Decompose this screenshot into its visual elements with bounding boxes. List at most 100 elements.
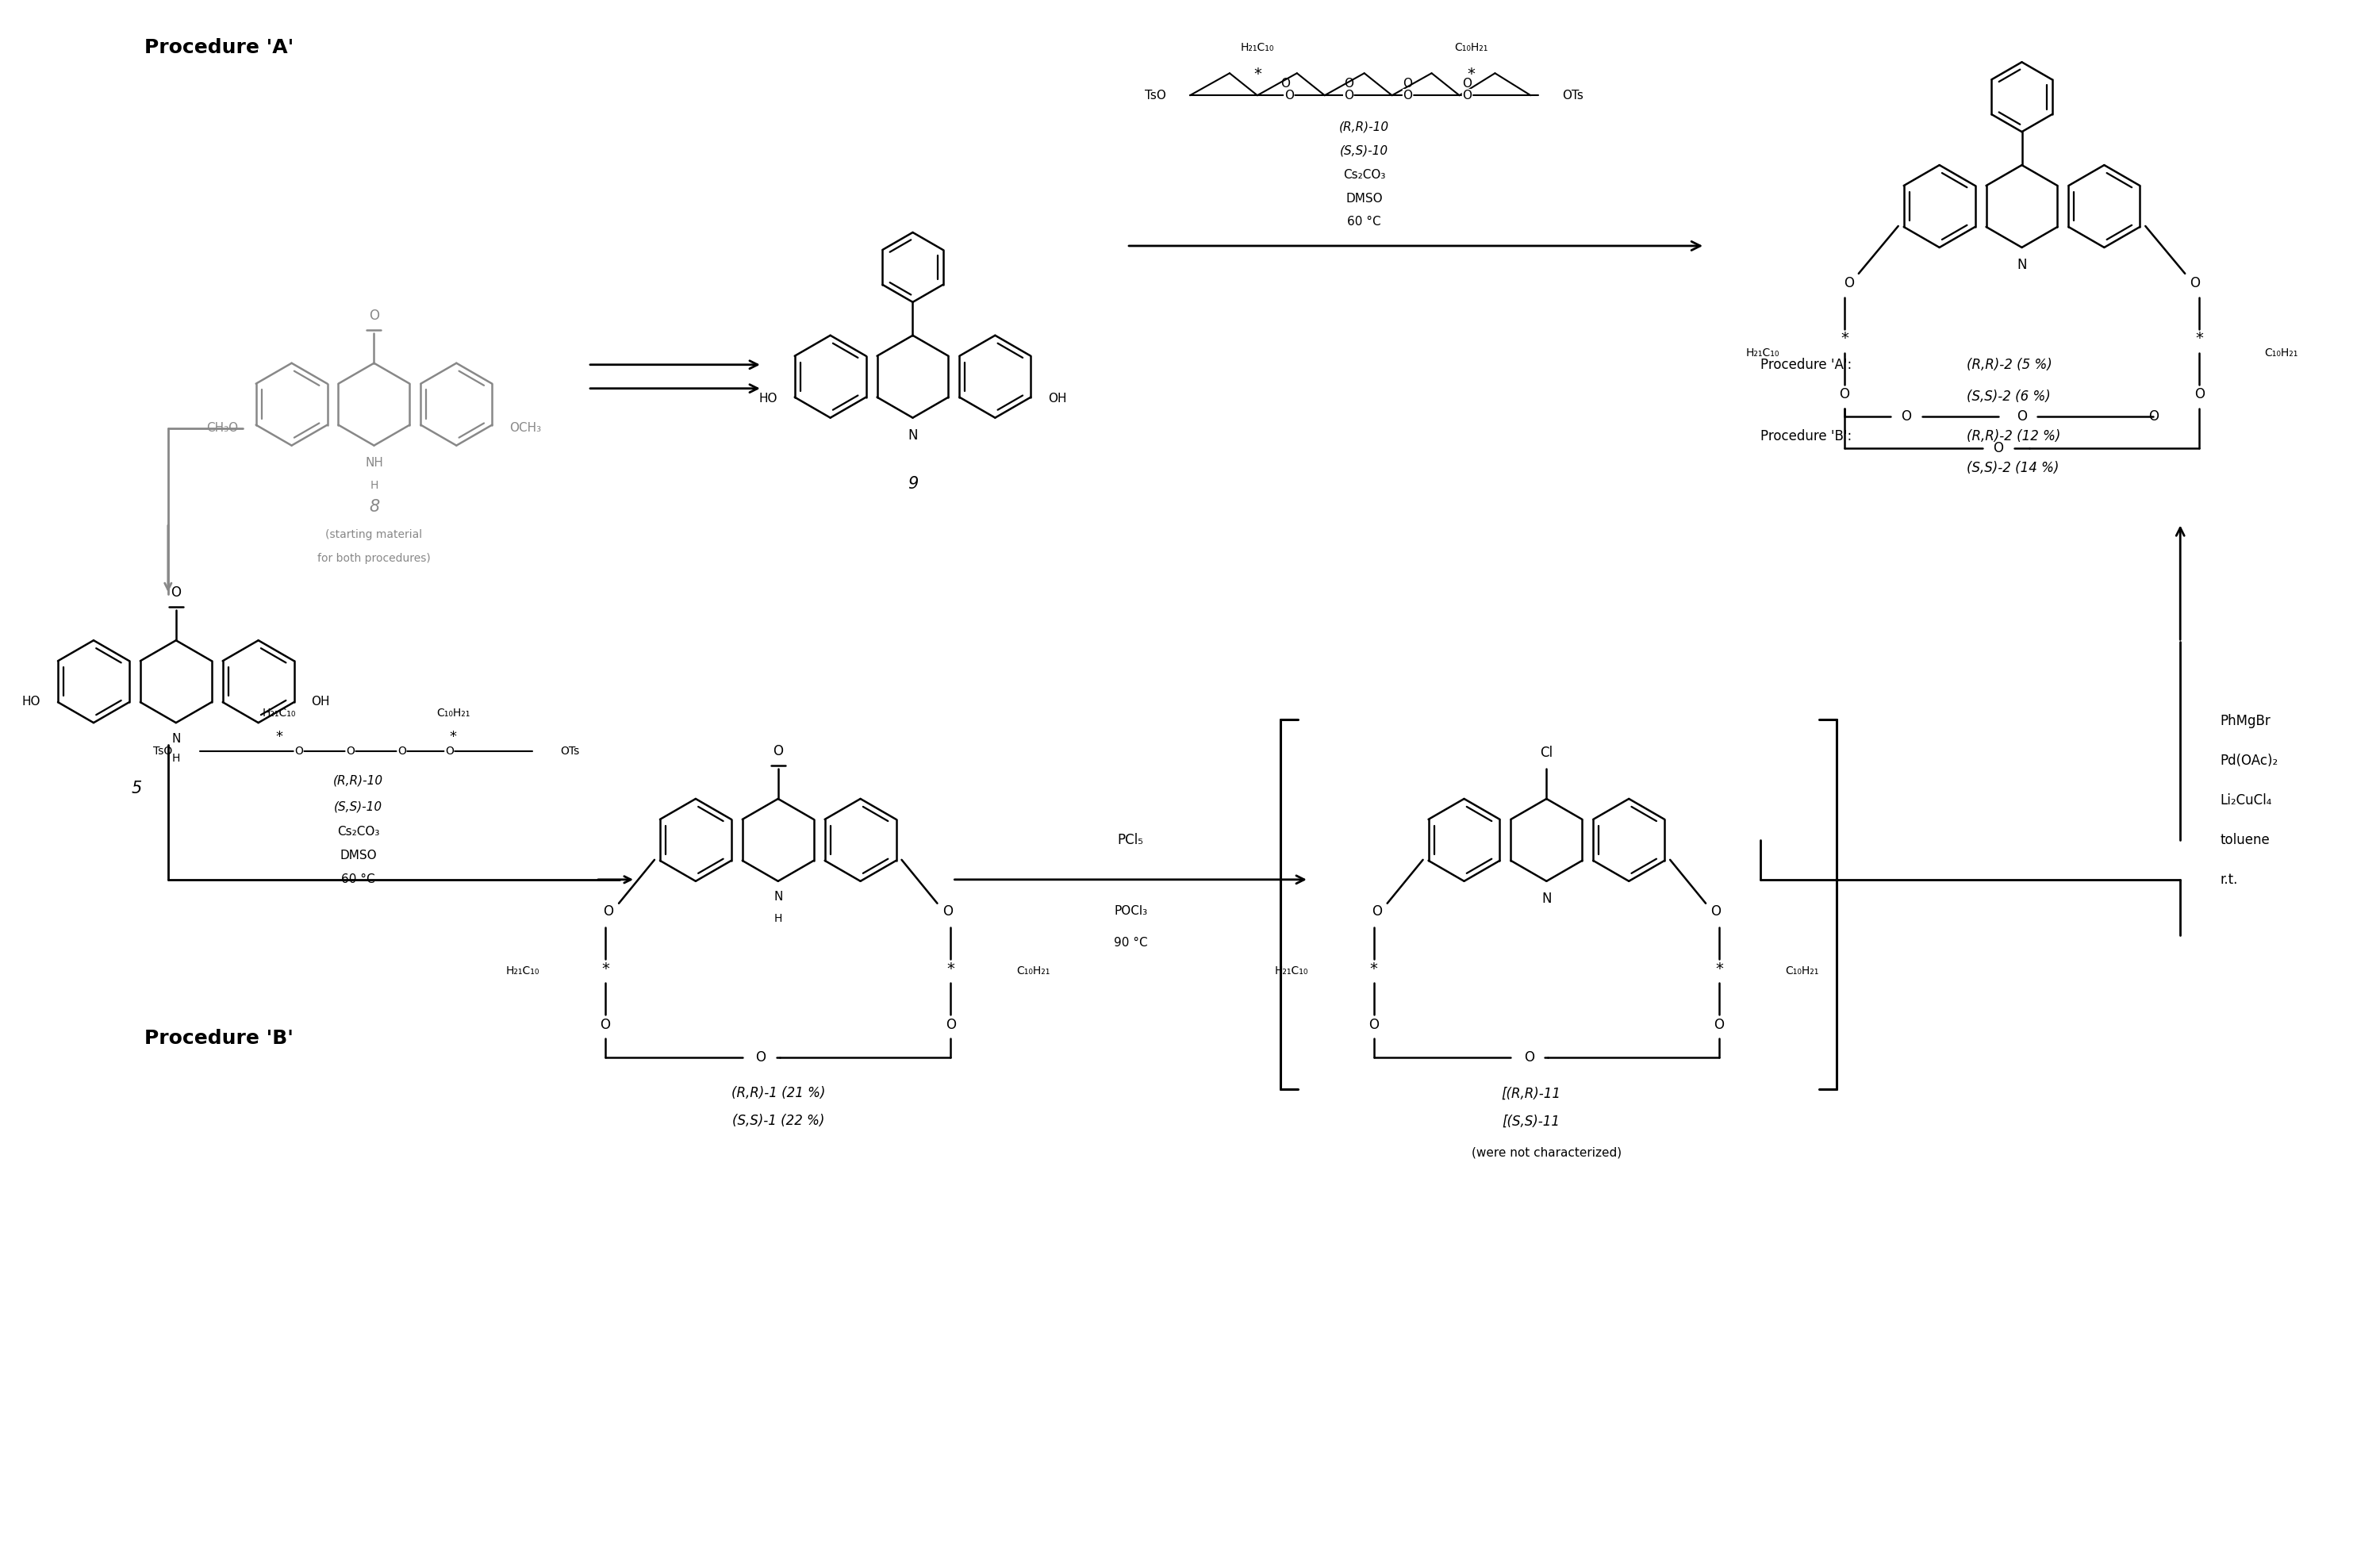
Text: O: O	[754, 1051, 766, 1064]
Text: OH: OH	[312, 695, 331, 707]
Text: O: O	[2194, 387, 2204, 401]
Text: PCl₅: PCl₅	[1119, 833, 1145, 847]
Text: Cs₂CO₃: Cs₂CO₃	[338, 827, 378, 838]
Text: O: O	[397, 746, 407, 757]
Text: NH: NH	[364, 457, 383, 469]
Text: O: O	[345, 746, 355, 757]
Text: *: *	[1716, 962, 1723, 976]
Text: (starting material: (starting material	[326, 530, 424, 541]
Text: O: O	[1371, 904, 1383, 918]
Text: H₂₁C₁₀: H₂₁C₁₀	[262, 707, 295, 720]
Text: N: N	[774, 890, 783, 903]
Text: O: O	[1345, 90, 1354, 101]
Text: CH₃O: CH₃O	[207, 423, 238, 434]
Text: O: O	[1464, 78, 1473, 90]
Text: 60 °C: 60 °C	[1347, 216, 1380, 228]
Text: (S,S)-2 (6 %): (S,S)-2 (6 %)	[1966, 388, 2049, 404]
Text: *: *	[1254, 67, 1261, 81]
Text: Pd(OAc)₂: Pd(OAc)₂	[2221, 754, 2278, 768]
Text: H: H	[171, 752, 181, 765]
Text: HO: HO	[21, 695, 40, 707]
Text: 60 °C: 60 °C	[340, 873, 376, 886]
Text: 5: 5	[131, 780, 143, 796]
Text: O: O	[1711, 904, 1721, 918]
Text: C₁₀H₂₁: C₁₀H₂₁	[1016, 965, 1050, 976]
Text: DMSO: DMSO	[340, 850, 376, 862]
Text: r.t.: r.t.	[2221, 872, 2237, 887]
Text: *: *	[1371, 962, 1378, 976]
Text: Procedure 'A': Procedure 'A'	[145, 39, 293, 57]
Text: (R,R)-10: (R,R)-10	[1340, 121, 1390, 134]
Text: (S,S)-1 (22 %): (S,S)-1 (22 %)	[733, 1114, 823, 1128]
Text: (S,S)-10: (S,S)-10	[1340, 145, 1388, 157]
Text: OCH₃: OCH₃	[509, 423, 540, 434]
Text: O: O	[1404, 78, 1414, 90]
Text: O: O	[1523, 1051, 1535, 1064]
Text: C₁₀H₂₁: C₁₀H₂₁	[436, 707, 471, 720]
Text: O: O	[1464, 90, 1473, 101]
Text: (R,R)-2 (5 %): (R,R)-2 (5 %)	[1966, 357, 2052, 371]
Text: O: O	[171, 586, 181, 600]
Text: *: *	[602, 962, 609, 976]
Text: O: O	[1902, 409, 1911, 423]
Text: (S,S)-2 (14 %): (S,S)-2 (14 %)	[1966, 460, 2059, 476]
Text: Procedure 'A':: Procedure 'A':	[1761, 357, 1852, 371]
Text: N: N	[1542, 892, 1552, 906]
Text: OH: OH	[1047, 393, 1066, 404]
Text: N: N	[907, 427, 919, 443]
Text: *: *	[276, 730, 283, 744]
Text: O: O	[1992, 441, 2004, 455]
Text: for both procedures): for both procedures)	[317, 553, 431, 564]
Text: (were not characterized): (were not characterized)	[1471, 1147, 1621, 1159]
Text: 90 °C: 90 °C	[1114, 937, 1147, 949]
Text: C₁₀H₂₁: C₁₀H₂₁	[2263, 347, 2297, 359]
Text: O: O	[445, 746, 455, 757]
Text: O: O	[2190, 277, 2199, 291]
Text: O: O	[600, 1018, 612, 1032]
Text: O: O	[605, 904, 614, 918]
Text: (R,R)-2 (12 %): (R,R)-2 (12 %)	[1966, 429, 2061, 443]
Text: Li₂CuCl₄: Li₂CuCl₄	[2221, 793, 2273, 808]
Text: H₂₁C₁₀: H₂₁C₁₀	[1240, 42, 1273, 53]
Text: O: O	[1345, 78, 1354, 90]
Text: HO: HO	[759, 393, 778, 404]
Text: TsO: TsO	[1145, 90, 1166, 101]
Text: C₁₀H₂₁: C₁₀H₂₁	[1785, 965, 1818, 976]
Text: O: O	[1840, 387, 1849, 401]
Text: 8: 8	[369, 499, 378, 516]
Text: [(S,S)-11: [(S,S)-11	[1502, 1114, 1559, 1128]
Text: 9: 9	[907, 476, 919, 491]
Text: Cl: Cl	[1540, 746, 1552, 760]
Text: H: H	[369, 480, 378, 491]
Text: POCl₃: POCl₃	[1114, 906, 1147, 917]
Text: *: *	[450, 730, 457, 744]
Text: O: O	[1368, 1018, 1378, 1032]
Text: O: O	[2016, 409, 2028, 423]
Text: TsO: TsO	[152, 746, 171, 757]
Text: OTs: OTs	[1561, 90, 1583, 101]
Text: O: O	[1844, 277, 1854, 291]
Text: O: O	[1285, 90, 1295, 101]
Text: Procedure 'B':: Procedure 'B':	[1761, 429, 1852, 443]
Text: C₁₀H₂₁: C₁₀H₂₁	[1454, 42, 1488, 53]
Text: O: O	[1280, 78, 1290, 90]
Text: H₂₁C₁₀: H₂₁C₁₀	[1273, 965, 1309, 976]
Text: [(R,R)-11: [(R,R)-11	[1502, 1086, 1561, 1100]
Text: (S,S)-10: (S,S)-10	[333, 800, 383, 813]
Text: O: O	[774, 744, 783, 758]
Text: (R,R)-10: (R,R)-10	[333, 774, 383, 786]
Text: H₂₁C₁₀: H₂₁C₁₀	[1747, 347, 1780, 359]
Text: *: *	[1468, 67, 1476, 81]
Text: O: O	[2149, 409, 2159, 423]
Text: Cs₂CO₃: Cs₂CO₃	[1342, 169, 1385, 180]
Text: H₂₁C₁₀: H₂₁C₁₀	[507, 965, 540, 976]
Text: O: O	[369, 308, 378, 323]
Text: toluene: toluene	[2221, 833, 2271, 847]
Text: O: O	[1404, 90, 1414, 101]
Text: OTs: OTs	[559, 746, 578, 757]
Text: PhMgBr: PhMgBr	[2221, 713, 2271, 729]
Text: *: *	[1840, 331, 1849, 347]
Text: N: N	[171, 732, 181, 744]
Text: H: H	[774, 912, 783, 925]
Text: O: O	[1714, 1018, 1726, 1032]
